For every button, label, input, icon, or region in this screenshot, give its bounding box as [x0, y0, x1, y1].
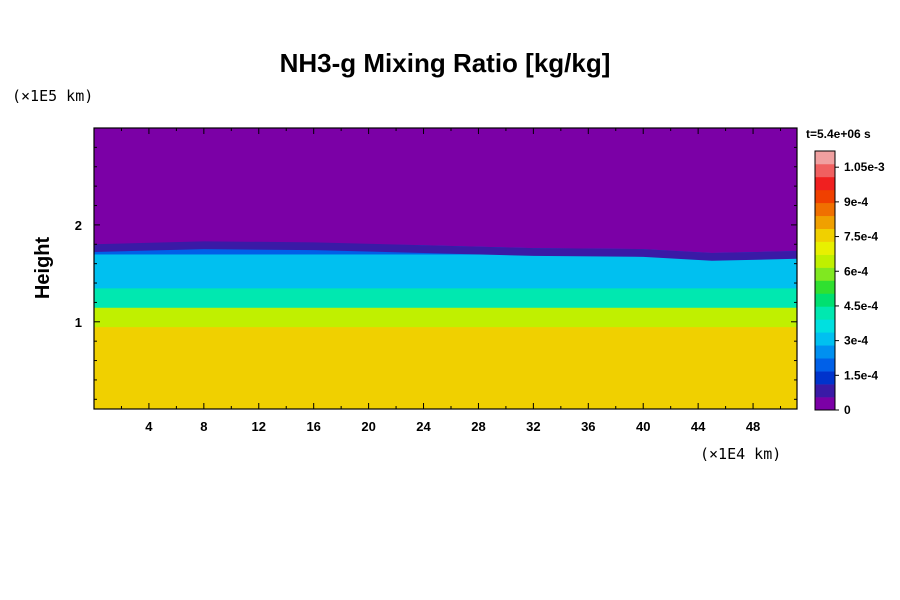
y-tick-label: 1: [75, 315, 82, 330]
x-tick-label: 16: [306, 419, 320, 434]
cloud-top-band: [94, 241, 797, 261]
colorbar-cell: [815, 151, 835, 165]
colorbar-label: 6e-4: [844, 264, 868, 278]
colorbar-cell: [815, 397, 835, 411]
colorbar-cell: [815, 332, 835, 346]
colorbar-cell: [815, 267, 835, 281]
colorbar-cell: [815, 254, 835, 268]
y-tick-label: 2: [75, 218, 82, 233]
colorbar-label: 1.5e-4: [844, 368, 878, 382]
profile-band: [94, 307, 797, 328]
plot-area: 4 8 12 16 20 24 28 32 36 40 44 48 12: [75, 127, 798, 434]
colorbar-cell: [815, 163, 835, 178]
mixing-ratio-field: [94, 128, 797, 409]
x-tick-label: 44: [691, 419, 706, 434]
x-tick-label: 4: [145, 419, 153, 434]
y-unit-label: (×1E5 km): [12, 87, 93, 105]
profile-band: [94, 253, 797, 289]
chart-title: NH3-g Mixing Ratio [kg/kg]: [280, 48, 611, 78]
x-tick-label: 48: [746, 419, 760, 434]
y-axis: 12: [75, 146, 797, 400]
colorbar-cell: [815, 176, 835, 191]
colorbar-label: 4.5e-4: [844, 299, 878, 313]
colorbar-cell: [815, 345, 835, 359]
x-tick-label: 12: [252, 419, 266, 434]
colorbar-label: 9e-4: [844, 195, 868, 209]
x-tick-label: 36: [581, 419, 595, 434]
x-tick-label: 40: [636, 419, 650, 434]
colorbar-cell: [815, 319, 835, 333]
colorbar-label: 0: [844, 403, 851, 417]
colorbar-cell: [815, 358, 835, 372]
colorbar: 0 1.5e-4 3e-4 4.5e-4 6e-4 7.5e-4 9e-4 1.05e-3: [814, 150, 885, 417]
colorbar-cell: [815, 384, 835, 398]
x-unit-label: (×1E4 km): [700, 445, 781, 463]
colorbar-label: 1.05e-3: [844, 160, 885, 174]
cloud-top-region: [94, 128, 797, 253]
x-tick-label: 28: [471, 419, 485, 434]
x-tick-label: 32: [526, 419, 540, 434]
colorbar-cell: [815, 202, 835, 217]
colorbar-cell: [815, 293, 835, 307]
colorbar-frame: [814, 150, 836, 411]
x-tick-label: 8: [200, 419, 207, 434]
time-label: t=5.4e+06 s: [806, 127, 871, 141]
plot-frame: [93, 127, 798, 410]
x-tick-label: 20: [361, 419, 375, 434]
profile-band: [94, 287, 797, 308]
x-tick-label: 24: [416, 419, 431, 434]
profile-band: [94, 326, 797, 362]
y-axis-label: Height: [32, 237, 54, 300]
profile-band: [94, 360, 797, 409]
colorbar-cell: [815, 280, 835, 294]
colorbar-cell: [815, 371, 835, 385]
colorbar-label: 3e-4: [844, 334, 868, 348]
x-axis: 4 8 12 16 20 24 28 32 36 40 44 48: [120, 128, 782, 434]
colorbar-cell: [815, 241, 835, 255]
colorbar-label: 7.5e-4: [844, 230, 878, 244]
colorbar-cell: [815, 215, 835, 229]
colorbar-cell: [815, 189, 835, 204]
colorbar-cell: [815, 228, 835, 242]
colorbar-cell: [815, 306, 835, 320]
